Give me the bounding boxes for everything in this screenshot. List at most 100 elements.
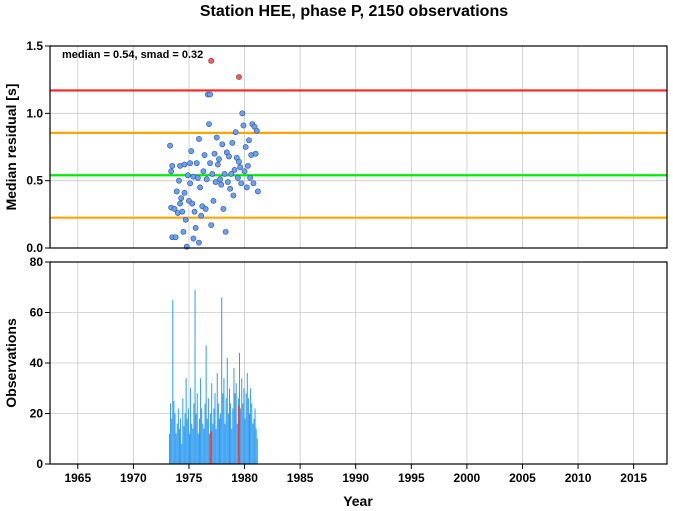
residual-point (228, 171, 235, 177)
residual-point (171, 206, 178, 212)
observation-bar (240, 408, 242, 464)
observation-bar (183, 426, 185, 464)
residual-point (184, 172, 191, 179)
observation-bar (223, 378, 225, 464)
residual-point (217, 176, 223, 183)
observations-y-tick-label: 40 (30, 356, 44, 370)
observation-bar (171, 418, 173, 464)
year-x-tick-label: 2005 (509, 471, 536, 485)
observation-bar (252, 423, 254, 464)
observation-bar (170, 403, 172, 464)
residual-point (239, 110, 246, 117)
observation-bar (222, 393, 224, 464)
observation-bar (191, 423, 193, 464)
observations-y-axis-label: Observations (3, 318, 19, 408)
observation-bar (188, 433, 190, 464)
highlight-bar (210, 431, 213, 464)
residual-point (244, 162, 251, 169)
residual-point (213, 134, 220, 141)
residual-point (252, 150, 259, 157)
observation-bar (201, 408, 203, 464)
residual-point (207, 160, 213, 167)
outlier-point (236, 74, 242, 80)
observation-bar (185, 378, 187, 464)
residual-point (214, 161, 221, 168)
observation-bar (227, 413, 229, 464)
residual-point (209, 171, 216, 177)
observation-bar (217, 403, 219, 464)
residual-point (189, 200, 196, 207)
residual-point (179, 208, 186, 215)
observation-bar (177, 408, 179, 464)
residual-point (200, 168, 207, 175)
observation-bar (233, 368, 235, 464)
year-x-axis-label: Year (343, 493, 373, 509)
residual-point (196, 136, 202, 142)
observation-bar (253, 418, 255, 464)
residual-point (167, 142, 173, 149)
residual-point (172, 234, 179, 241)
residual-point (187, 160, 193, 167)
observation-bar (192, 428, 194, 464)
residual-point (206, 121, 212, 128)
observation-bar (255, 428, 257, 464)
observation-bar (200, 378, 202, 464)
residual-point (197, 184, 203, 191)
residual-point (234, 175, 241, 181)
observation-bar (224, 423, 226, 464)
residual-point (191, 208, 198, 215)
year-x-tick-label: 1985 (287, 471, 314, 485)
residual-point (243, 184, 250, 191)
residual-point (236, 158, 242, 165)
residual-point (212, 179, 219, 185)
observation-bar (213, 408, 215, 464)
residual-point (178, 195, 185, 202)
observations-y-tick-label: 0 (36, 457, 43, 471)
residual-point (221, 171, 228, 177)
residual-point (207, 91, 213, 98)
residual-point (232, 129, 239, 136)
observations-y-ticks: 0 20 40 60 80 (30, 255, 50, 471)
residual-point (201, 152, 208, 158)
year-x-tick-label: 2015 (620, 471, 647, 485)
year-x-tick-label: 1970 (120, 471, 147, 485)
year-x-tick-label: 1975 (176, 471, 203, 485)
observation-bar (221, 297, 223, 464)
residual-y-axis-label: Median residual [s] (3, 84, 19, 211)
observation-bar (242, 403, 244, 464)
observation-bar (184, 413, 186, 464)
residual-point (187, 180, 193, 187)
observation-bar (178, 428, 180, 464)
observation-bar (234, 393, 236, 464)
observation-bar (246, 373, 248, 464)
observation-bar (204, 403, 206, 464)
residual-point (241, 168, 248, 175)
year-x-tick-label: 1980 (231, 471, 258, 485)
observations-y-tick-label: 20 (30, 407, 44, 421)
observation-bar (218, 418, 220, 464)
residual-point (208, 222, 215, 229)
year-x-ticks: 1965 1970 1975 1980 1985 1990 1995 2000 2005 2010… (64, 464, 647, 485)
observation-bar (251, 403, 253, 464)
observation-bar (248, 413, 250, 464)
observation-bar (228, 388, 230, 464)
observation-bar (256, 438, 258, 464)
median-annotation: median = 0.54, smad = 0.32 (62, 49, 203, 61)
residual-panel: 0.00.51.01.5 median = 0.54, smad = 0.32 … (3, 39, 668, 255)
observation-bar (235, 383, 237, 464)
residual-points (167, 57, 261, 250)
residual-point (180, 228, 187, 235)
residual-point (253, 127, 260, 134)
residual-point (247, 175, 254, 181)
observation-bar (203, 428, 205, 464)
observation-bar (197, 433, 199, 464)
residual-point (176, 177, 182, 184)
residual-point (227, 185, 233, 192)
observation-bar (196, 393, 198, 464)
observation-bar (226, 357, 228, 464)
observation-bar (187, 408, 189, 464)
residual-point (230, 192, 237, 199)
residual-point (229, 140, 236, 146)
year-x-tick-label: 1965 (64, 471, 91, 485)
residual-point (219, 141, 226, 148)
